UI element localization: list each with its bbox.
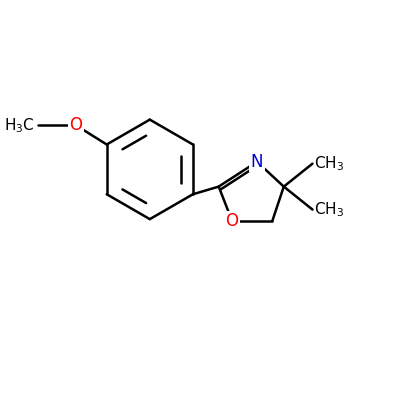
Text: N: N: [251, 153, 263, 171]
Text: O: O: [226, 212, 239, 230]
Text: O: O: [70, 116, 83, 134]
Text: CH$_3$: CH$_3$: [314, 154, 344, 173]
Text: CH$_3$: CH$_3$: [314, 200, 344, 219]
Text: H$_3$C: H$_3$C: [4, 116, 35, 135]
